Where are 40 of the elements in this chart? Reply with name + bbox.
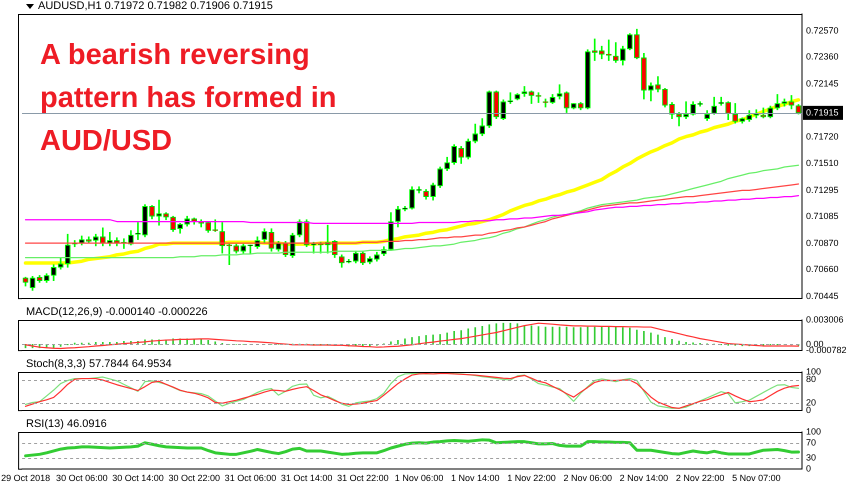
y-tick-label: 100 — [806, 426, 822, 436]
y-tick-label: 0.71295 — [806, 184, 839, 195]
y-tick-label: 0.003006 — [806, 314, 844, 324]
y-tick-label: 20 — [806, 397, 816, 408]
y-tick-label: 0.71085 — [806, 211, 839, 222]
x-tick-label: 30 Oct 06:00 — [56, 473, 108, 484]
chart-title: AUDUSD,H1 0.71972 0.71982 0.71906 0.71915 — [38, 0, 273, 12]
y-tick-label: 0.72145 — [806, 78, 839, 89]
y-tick-label: -0.000782 — [806, 345, 847, 356]
y-tick-label: 0.70870 — [806, 238, 839, 248]
x-tick-label: 31 Oct 14:00 — [280, 473, 332, 484]
annotation: A bearish reversing pattern has formed in AUD/USD — [40, 38, 338, 159]
chart-title: MACD(12,26,9) -0.000140 -0.000226 — [26, 306, 208, 318]
x-tick-label: 5 Nov 07:00 — [732, 473, 781, 484]
x-tick-label: 2 Nov 22:00 — [676, 473, 724, 484]
ref-line-label: 0.71915 — [806, 107, 839, 118]
y-tick-label: 0.72570 — [806, 25, 839, 36]
y-tick-label: 0.71510 — [806, 158, 839, 168]
chart-title: RSI(13) 46.0916 — [26, 418, 107, 430]
y-tick-label: 0.70660 — [806, 264, 839, 274]
y-tick-label: 30 — [806, 452, 816, 463]
y-tick-label: 0.71720 — [806, 132, 839, 142]
x-tick-label: 1 Nov 06:00 — [394, 473, 444, 484]
y-tick-label: 0.72360 — [806, 52, 839, 62]
x-tick-label: 31 Oct 06:00 — [224, 473, 276, 484]
x-tick-label: 30 Oct 14:00 — [112, 473, 164, 484]
x-tick-label: 1 Nov 14:00 — [451, 473, 500, 484]
x-tick-label: 2 Nov 06:00 — [563, 473, 612, 484]
x-tick-label: 1 Nov 22:00 — [507, 473, 556, 484]
y-tick-label: 100 — [806, 366, 822, 376]
x-tick-label: 31 Oct 22:00 — [337, 473, 389, 484]
y-tick-label: 80 — [806, 374, 816, 384]
x-tick-label: 30 Oct 22:00 — [168, 473, 220, 484]
y-tick-label: 0 — [806, 405, 812, 416]
chart-title: Stoch(8,3,3) 57.7844 64.9534 — [26, 358, 172, 370]
y-tick-label: 0 — [806, 464, 812, 474]
y-tick-label: 0.70445 — [806, 291, 839, 302]
y-tick-label: 70 — [806, 438, 816, 448]
x-tick-label: 2 Nov 14:00 — [620, 473, 668, 484]
x-tick-label: 29 Oct 2018 — [1, 473, 50, 484]
